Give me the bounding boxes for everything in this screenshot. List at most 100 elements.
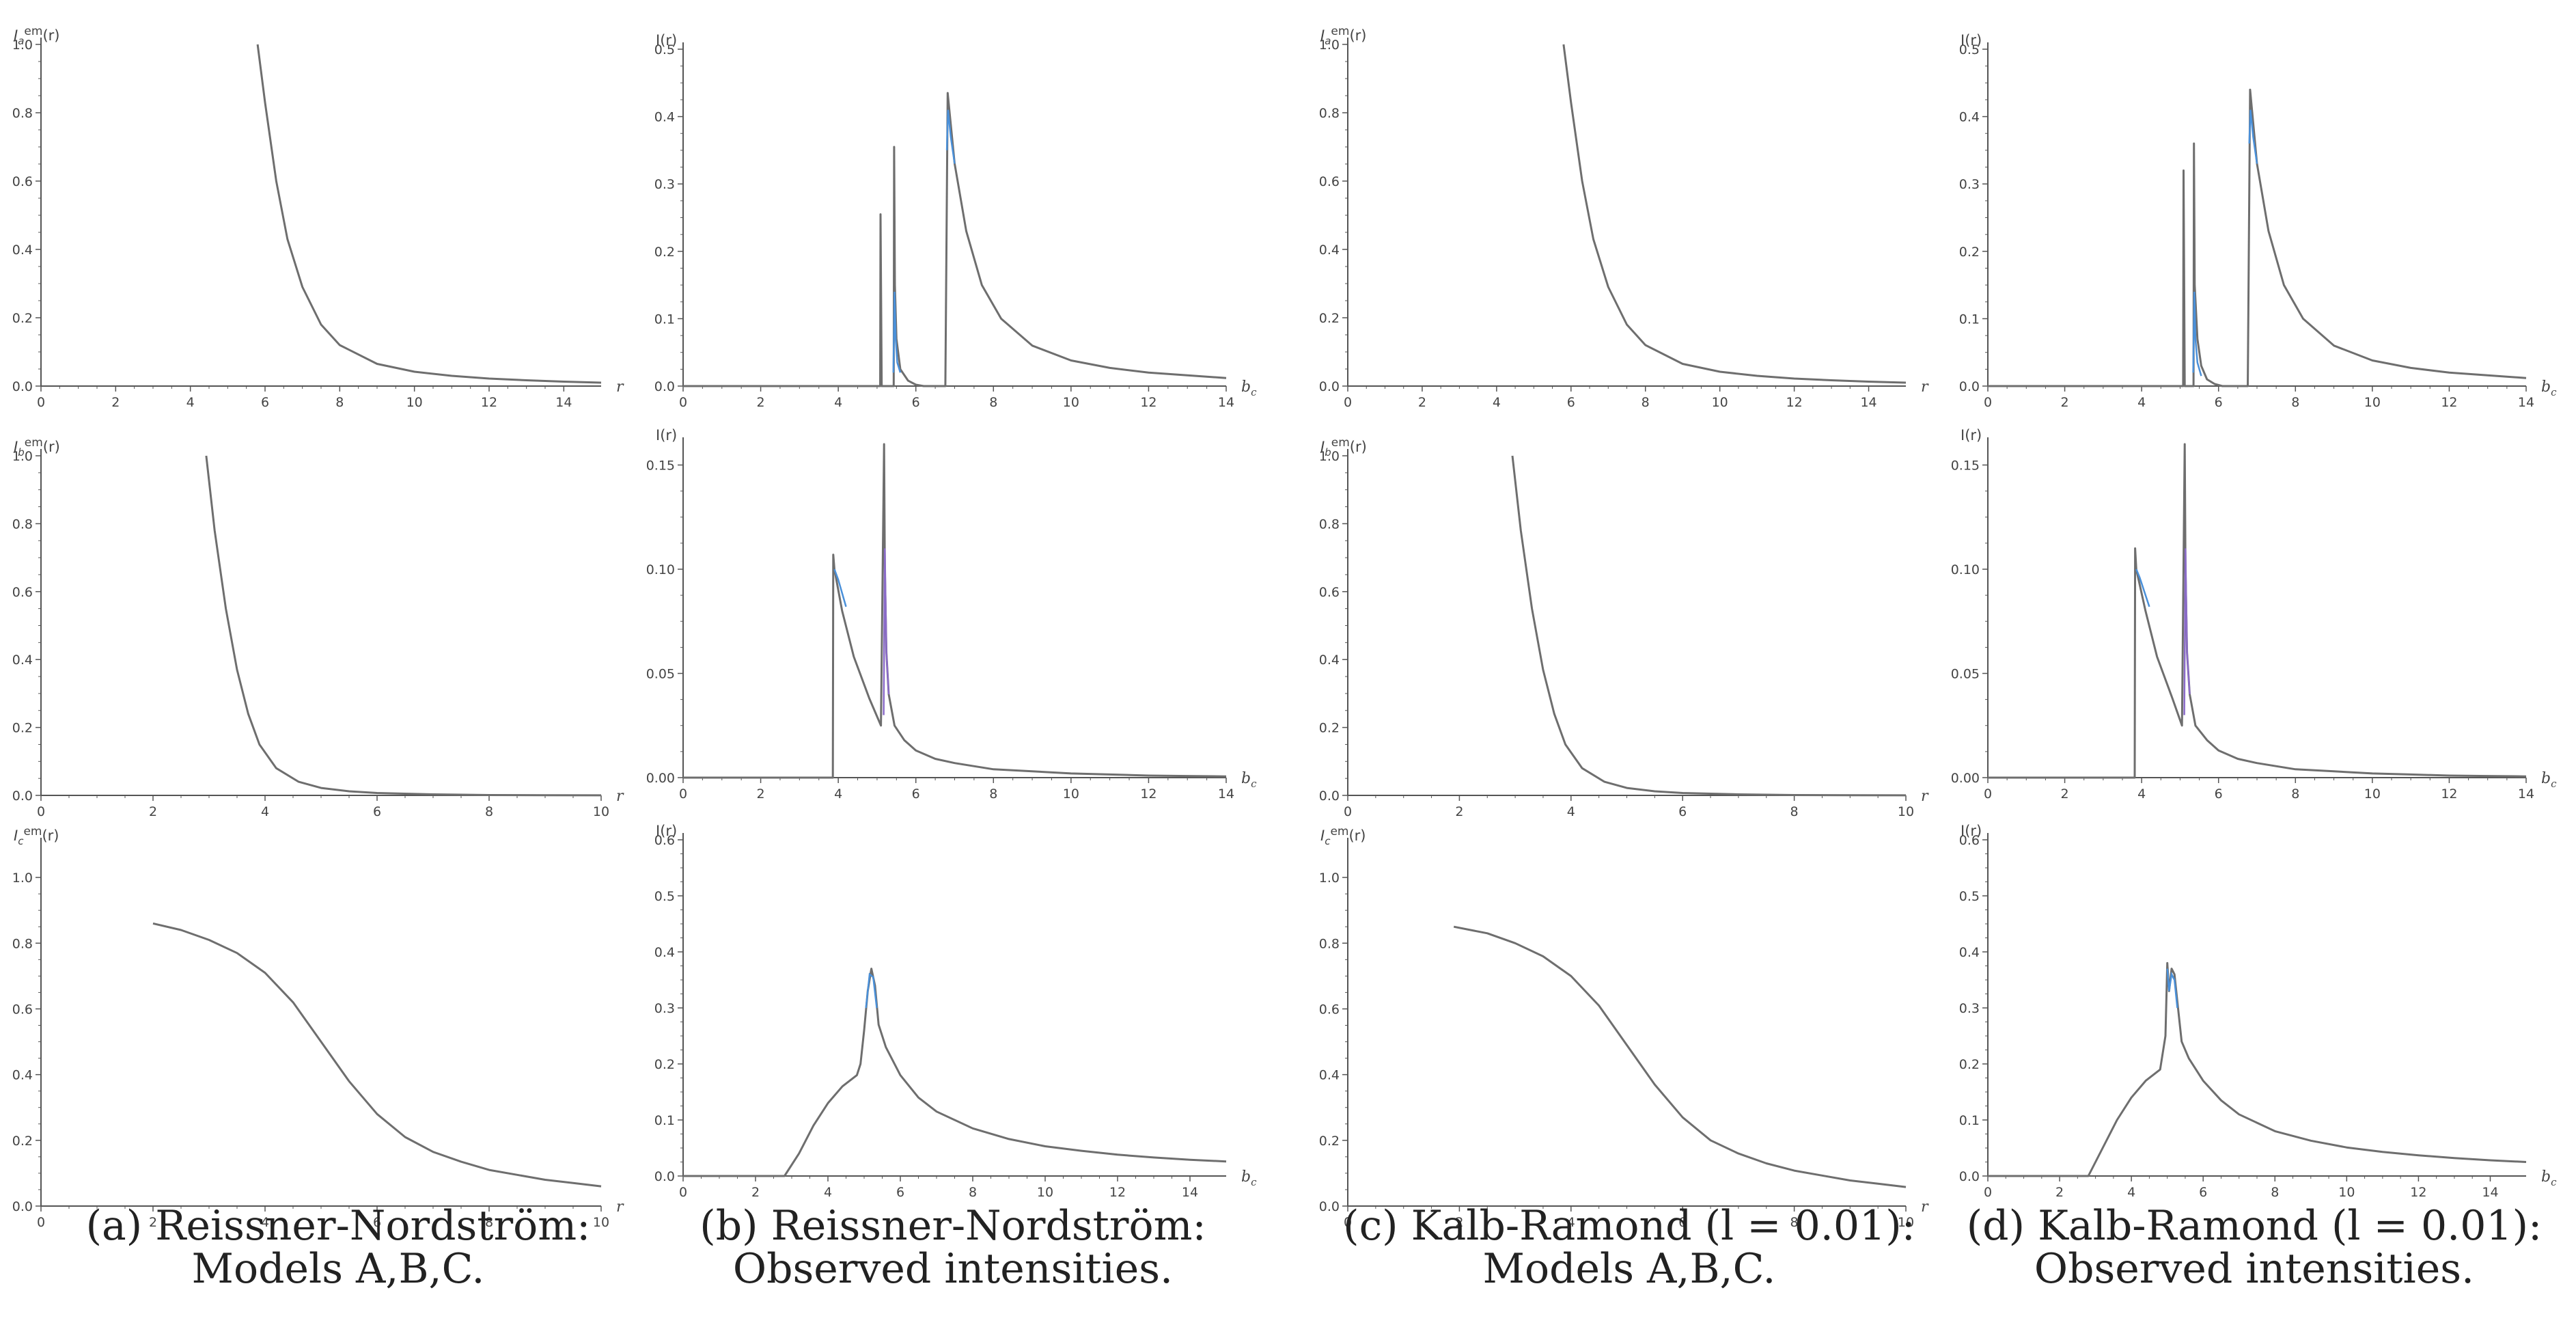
x-tick-label: 0 — [1344, 804, 1352, 819]
x-tick-label: 10 — [1898, 1215, 1914, 1230]
y-tick-label: 0.1 — [654, 1113, 675, 1128]
series-line — [256, 44, 602, 384]
x-tick-label: 10 — [1037, 1185, 1053, 1200]
y-tick-label: 0.4 — [12, 653, 33, 668]
y-tick-label: 0.2 — [1319, 721, 1340, 736]
accent-series-line — [833, 569, 847, 607]
caption-line: (d) Kalb-Ramond (l = 0.01): — [1967, 1202, 2542, 1250]
series-line — [1511, 455, 1907, 797]
x-tick-label: 0 — [1984, 395, 1992, 410]
x-axis-label: bc — [2541, 1168, 2557, 1188]
y-tick-label: 0.8 — [1319, 106, 1340, 121]
x-tick-label: 2 — [2055, 1185, 2064, 1200]
series-line — [1988, 88, 2527, 387]
y-tick-label: 0.5 — [654, 889, 675, 904]
x-tick-label: 0 — [37, 395, 45, 410]
x-tick-label: 2 — [2061, 787, 2069, 802]
y-tick-label: 1.0 — [12, 871, 33, 886]
y-tick-label: 0.15 — [646, 459, 675, 474]
y-tick-label: 0.6 — [12, 174, 33, 189]
y-tick-label: 0.2 — [1319, 1134, 1340, 1149]
x-tick-label: 4 — [824, 1185, 832, 1200]
accent-series-line — [892, 291, 902, 373]
x-tick-label: 4 — [261, 804, 269, 819]
x-tick-label: 10 — [593, 1215, 609, 1230]
x-tick-label: 12 — [2410, 1185, 2426, 1200]
y-tick-label: 1.0 — [12, 449, 33, 464]
x-tick-label: 2 — [1418, 395, 1426, 410]
y-tick-label: 0.0 — [1959, 1169, 1980, 1184]
x-tick-label: 10 — [1063, 395, 1079, 410]
chart-b3: 0 2 4 6 8 10 12 14 0.0 0.1 0.2 0.3 0.4 0.5 0.6I(r) bc — [654, 823, 1257, 1200]
y-tick-label: 0.3 — [654, 1001, 675, 1016]
x-tick-label: 2 — [1455, 804, 1463, 819]
x-tick-label: 12 — [1140, 787, 1157, 802]
series-line — [683, 443, 1227, 779]
x-tick-label: 6 — [2215, 395, 2223, 410]
x-tick-label: 4 — [1567, 1215, 1575, 1230]
caption-line: Models A,B,C. — [1483, 1245, 1776, 1293]
x-axis-label: bc — [2541, 770, 2557, 790]
y-axis-label: Ibem(r) — [14, 436, 60, 459]
y-tick-label: 1.0 — [1319, 38, 1340, 53]
x-tick-label: 8 — [485, 804, 493, 819]
x-tick-label: 6 — [1678, 1215, 1687, 1230]
y-tick-label: 0.2 — [654, 245, 675, 260]
caption-line: Observed intensities. — [733, 1245, 1173, 1293]
x-tick-label: 8 — [2271, 1185, 2279, 1200]
x-tick-label: 10 — [1063, 787, 1079, 802]
y-axis-label: I(r) — [656, 32, 677, 49]
x-axis-label: r — [616, 788, 624, 805]
x-tick-label: 14 — [1182, 1185, 1198, 1200]
x-tick-label: 8 — [335, 395, 344, 410]
x-axis-label: r — [1921, 379, 1929, 396]
y-tick-label: 0.1 — [654, 312, 675, 327]
x-tick-label: 12 — [2441, 395, 2457, 410]
x-tick-label: 0 — [37, 804, 45, 819]
x-tick-label: 8 — [485, 1215, 493, 1230]
x-tick-label: 4 — [2137, 395, 2146, 410]
x-tick-label: 2 — [149, 804, 157, 819]
x-tick-label: 2 — [149, 1215, 157, 1230]
x-tick-label: 6 — [896, 1185, 904, 1200]
x-tick-label: 6 — [373, 804, 381, 819]
x-tick-label: 8 — [2291, 787, 2299, 802]
y-axis-label: Iaem(r) — [1320, 25, 1366, 47]
y-tick-label: 0.4 — [1319, 653, 1340, 668]
x-tick-label: 12 — [481, 395, 497, 410]
x-tick-label: 8 — [1642, 395, 1650, 410]
y-tick-label: 0.4 — [1319, 1068, 1340, 1083]
series-line — [205, 455, 602, 797]
y-tick-label: 0.0 — [1959, 379, 1980, 394]
y-axis-label: Icem(r) — [14, 825, 59, 847]
x-axis-label: r — [1921, 1199, 1929, 1216]
caption-d: (d) Kalb-Ramond (l = 0.01):Observed inte… — [1967, 1202, 2542, 1293]
x-tick-label: 0 — [1984, 787, 1992, 802]
x-tick-label: 4 — [2137, 787, 2146, 802]
y-tick-label: 0.0 — [12, 789, 33, 804]
x-tick-label: 14 — [2482, 1185, 2498, 1200]
x-tick-label: 4 — [834, 787, 842, 802]
y-axis-label: I(r) — [1961, 427, 1982, 443]
y-tick-label: 0.0 — [12, 379, 33, 394]
caption-line: (c) Kalb-Ramond (l = 0.01): — [1343, 1202, 1915, 1250]
y-tick-label: 0.3 — [654, 177, 675, 192]
y-tick-label: 0.6 — [1319, 585, 1340, 600]
y-tick-label: 0.1 — [1959, 312, 1980, 327]
accent-series-line — [2192, 291, 2202, 377]
y-axis-label: I(r) — [656, 823, 677, 839]
x-axis-label: bc — [2541, 379, 2557, 398]
y-tick-label: 0.8 — [12, 517, 33, 532]
y-tick-label: 0.4 — [654, 945, 675, 960]
x-tick-label: 8 — [969, 1185, 977, 1200]
accent-series-line — [945, 109, 956, 164]
x-tick-label: 6 — [912, 395, 920, 410]
y-tick-label: 0.6 — [1319, 174, 1340, 189]
x-tick-label: 10 — [1898, 804, 1914, 819]
y-tick-label: 0.2 — [1959, 1057, 1980, 1072]
y-tick-label: 0.2 — [1319, 311, 1340, 326]
